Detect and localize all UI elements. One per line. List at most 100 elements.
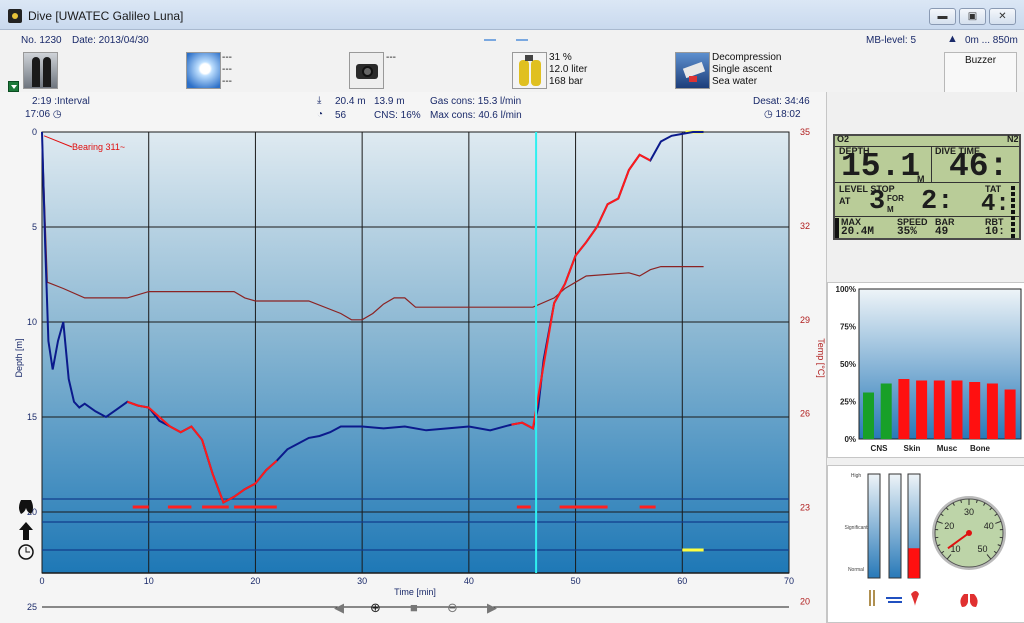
stop-unit: M <box>887 205 894 214</box>
zoom-in-icon[interactable]: ⊕ <box>370 600 381 615</box>
grid <box>41 131 790 608</box>
dial-tick <box>989 507 993 511</box>
speed-value: 35% <box>897 226 917 238</box>
cns-value: 56 <box>335 110 347 121</box>
clock-icon <box>18 544 34 560</box>
dial-tick <box>952 502 955 506</box>
workload-gauges: High Significant Normal 20 30 40 50 10 <box>844 473 1006 607</box>
tissue-category-label: Bone <box>970 444 991 453</box>
clock-icon: ◷ <box>764 109 773 120</box>
dial-tick-label: 10 <box>950 544 960 554</box>
next-icon[interactable]: ▶ <box>487 600 497 615</box>
tissue-saturation-chart: 100% 75% 50% 25% 0% CNS Skin Musc Bone <box>836 285 1022 453</box>
dive-number: No. 1230 <box>21 35 62 46</box>
tat-caption: TAT <box>985 184 1002 194</box>
dive-date: Date: 2013/04/30 <box>72 35 149 46</box>
dial-hub <box>966 530 972 536</box>
o2-label: O2 <box>837 134 850 144</box>
gas-info: 31 % 12.0 liter 168 bar <box>549 52 588 87</box>
dive-type-info: Decompression Single ascent Sea water <box>712 52 782 87</box>
dial-tick <box>976 499 978 504</box>
workload-level-label: Normal <box>848 567 864 573</box>
tissue-bar <box>1004 389 1016 439</box>
at-caption: AT <box>839 196 851 206</box>
tissue-bar <box>863 392 874 439</box>
x-tick-label: 0 <box>39 576 44 586</box>
y-axis-label: Depth [m] <box>14 338 24 377</box>
bearing-label: Bearing 311~ <box>72 142 125 152</box>
annotation-leader <box>43 135 73 148</box>
plot-background <box>41 131 790 574</box>
x-tick-label: 70 <box>784 576 794 586</box>
dive-info-row: No. 1230 Date: 2013/04/30 MB-level: 5 ▲ … <box>0 30 1024 120</box>
dive-site-icon[interactable] <box>675 52 710 89</box>
tissue-bar <box>969 382 981 439</box>
close-button[interactable]: ✕ <box>989 8 1016 25</box>
dive-profile-chart[interactable]: 0102030405060700510152025353229262320 Ti… <box>0 92 826 623</box>
tank-icon[interactable] <box>512 52 547 89</box>
mountain-icon: ▲ <box>947 33 958 45</box>
fast-ascent-series <box>127 400 278 504</box>
zoom-out-icon[interactable]: ⊖ <box>447 600 458 615</box>
minimize-button[interactable]: ▬ <box>929 8 956 25</box>
level-stop-caption: LEVEL STOP <box>839 184 895 194</box>
bearing-annotation: Bearing 311~ <box>43 135 125 152</box>
max-depth-value: 20.4M <box>841 226 875 238</box>
temperature-series <box>41 131 704 321</box>
y2-tick-label: 35 <box>800 127 810 137</box>
app-icon <box>8 9 22 23</box>
dial-tick <box>983 502 986 506</box>
maximize-button[interactable]: ▣ <box>959 8 986 25</box>
y-tick-label: 15 <box>27 412 37 422</box>
x-tick-label: 50 <box>571 576 581 586</box>
tissue-y-tick: 100% <box>836 285 856 294</box>
dial-tick <box>960 499 962 504</box>
speed-caption: SPEED <box>897 217 928 227</box>
dive-time-value: 46: <box>949 148 1009 185</box>
dive-time-caption: DIVE TIME <box>935 146 981 156</box>
weather-icon[interactable] <box>186 52 221 89</box>
dial-tick-label: 40 <box>984 521 994 531</box>
dial-tick-label: 20 <box>944 521 954 531</box>
desat-time: Desat: 34:46 <box>753 96 810 107</box>
tissue-category-label: Skin <box>904 444 921 453</box>
clock-icon: ◷ <box>52 109 62 120</box>
max-consumption: Max cons: 40.6 l/min <box>430 110 522 121</box>
temperature-icon <box>869 590 875 606</box>
avg-depth: 13.9 m <box>374 96 405 107</box>
rbt-caption: RBT <box>985 217 1004 227</box>
x-tick-label: 10 <box>144 576 154 586</box>
y2-tick-label: 26 <box>800 409 810 419</box>
dial-tick <box>946 554 952 560</box>
tissue-bar <box>898 379 910 439</box>
x-tick-label: 30 <box>357 576 367 586</box>
previous-icon[interactable]: ◀ <box>334 600 344 615</box>
tissue-bar <box>933 380 945 439</box>
tab-indicator <box>516 39 528 41</box>
title-bar: Dive [UWATEC Galileo Luna] ▬ ▣ ✕ <box>0 0 1024 30</box>
dial-tick <box>997 544 1001 547</box>
depth-value: 15.1 <box>841 148 921 185</box>
for-caption: FOR <box>887 194 904 203</box>
bar-caption: BAR <box>935 217 955 227</box>
expand-toggle[interactable] <box>8 81 19 92</box>
max-depth: 20.4 m <box>335 96 366 107</box>
stop-depth-value: 3 <box>869 187 886 217</box>
axis-ticks: 0102030405060700510152025353229262320 <box>27 127 810 612</box>
alarm-markers <box>132 130 704 552</box>
y2-tick-label: 29 <box>800 315 810 325</box>
tissue-y-tick: 75% <box>840 323 856 332</box>
stop-icon[interactable]: ■ <box>410 600 418 615</box>
divers-photo[interactable] <box>23 52 58 89</box>
surface-interval: 2:19 :Interval <box>32 96 90 107</box>
camera-info: --- <box>386 52 396 63</box>
y2-tick-label: 20 <box>800 596 810 606</box>
dial-needle <box>947 532 970 550</box>
camera-icon[interactable] <box>349 52 384 89</box>
dial-tick <box>994 513 998 517</box>
lungs-icon <box>960 594 978 607</box>
dive-profile-panel: 2:19 :Interval 17:06 ◷ ⤓ 20.4 m 13.9 m ◔… <box>0 92 826 623</box>
dial-tick <box>941 550 945 554</box>
gas-consumption: Gas cons: 15.3 l/min <box>430 96 522 107</box>
dial-tick <box>993 550 997 554</box>
